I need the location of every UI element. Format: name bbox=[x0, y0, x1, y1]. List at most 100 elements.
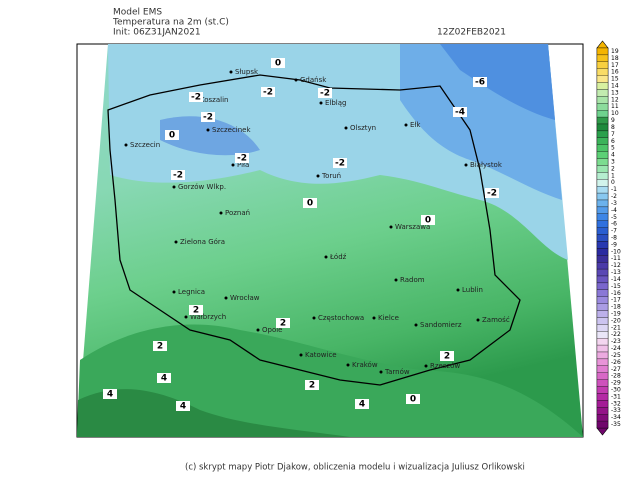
city-label: Wałbrzych bbox=[190, 313, 226, 321]
city-label: Słupsk bbox=[235, 68, 259, 76]
colorbar-swatch bbox=[596, 186, 609, 194]
city-label: Kraków bbox=[352, 361, 378, 369]
colorbar-label: -22 bbox=[611, 331, 621, 338]
contour-label: -2 bbox=[191, 93, 201, 103]
colorbar-swatch bbox=[596, 338, 609, 346]
valid-time: 12Z02FEB2021 bbox=[437, 28, 506, 38]
city-label: Zamość bbox=[482, 316, 510, 324]
contour-label-bg bbox=[421, 215, 435, 225]
colorbar-label: -11 bbox=[611, 255, 621, 262]
colorbar-bottom-arrow bbox=[596, 427, 609, 436]
contour-label-bg bbox=[153, 341, 167, 351]
city-label: Szczecin bbox=[130, 141, 160, 149]
colorbar-swatch bbox=[596, 324, 609, 332]
colorbar-label: -28 bbox=[611, 373, 621, 380]
colorbar-label: 19 bbox=[611, 48, 619, 55]
colorbar-label: -17 bbox=[611, 297, 621, 304]
colorbar-label: 16 bbox=[611, 69, 619, 76]
city-dot bbox=[344, 126, 348, 130]
colorbar-swatch bbox=[596, 151, 609, 159]
city-label: Tarnów bbox=[384, 368, 410, 376]
variable-title: Temperatura na 2m (st.C) bbox=[112, 18, 229, 28]
city-dot bbox=[229, 70, 233, 74]
colorbar-label: -8 bbox=[611, 235, 617, 242]
contour-label: 2 bbox=[280, 319, 286, 329]
contour-label-bg bbox=[406, 394, 420, 404]
colorbar-swatch bbox=[596, 303, 609, 311]
contour-label: -2 bbox=[173, 171, 183, 181]
colorbar-label: 10 bbox=[611, 110, 619, 117]
colorbar-swatch bbox=[596, 310, 609, 318]
colorbar-label: -10 bbox=[611, 248, 621, 255]
colorbar-label: -20 bbox=[611, 317, 621, 324]
colorbar-label: -14 bbox=[611, 276, 621, 283]
colorbar-label: -5 bbox=[611, 214, 617, 221]
colorbar-label: 4 bbox=[611, 152, 615, 159]
colorbar-swatch bbox=[596, 400, 609, 408]
colorbar-swatch bbox=[596, 227, 609, 235]
colorbar-swatch bbox=[596, 123, 609, 132]
contour-label-bg bbox=[103, 389, 117, 399]
city-label: Katowice bbox=[305, 351, 337, 359]
colorbar-label: -3 bbox=[611, 200, 617, 207]
contour-label-bg bbox=[303, 198, 317, 208]
colorbar-label: 5 bbox=[611, 145, 615, 152]
colorbar-swatch bbox=[596, 179, 609, 187]
contour-label-bg bbox=[157, 373, 171, 383]
colorbar-label: 15 bbox=[611, 76, 619, 83]
colorbar-swatch bbox=[596, 331, 609, 339]
colorbar-label: -26 bbox=[611, 359, 621, 366]
colorbar-label: -23 bbox=[611, 338, 621, 345]
colorbar-label: 12 bbox=[611, 96, 619, 103]
contour-label-bg bbox=[473, 77, 487, 87]
contour-label: 2 bbox=[309, 381, 315, 391]
contour-label-bg bbox=[271, 58, 285, 68]
city-dot bbox=[372, 316, 376, 320]
city-dot bbox=[224, 296, 228, 300]
city-label: Warszawa bbox=[395, 223, 430, 231]
city-label: Rzeszów bbox=[430, 362, 460, 370]
cold-area bbox=[160, 116, 260, 156]
colorbar-label: -7 bbox=[611, 228, 617, 235]
colorbar-swatch bbox=[596, 213, 609, 221]
city-dot bbox=[231, 163, 235, 167]
city-dot bbox=[172, 185, 176, 189]
contour-label-bg bbox=[261, 87, 275, 97]
colorbar-swatch bbox=[596, 103, 609, 111]
colorbar-swatch bbox=[596, 220, 609, 228]
city-label: Elbląg bbox=[325, 99, 347, 107]
city-label: Lublin bbox=[462, 286, 483, 294]
colorbar-label: -27 bbox=[611, 366, 621, 373]
city-dot bbox=[316, 174, 320, 178]
colorbar-swatch bbox=[596, 317, 609, 325]
colorbar-label: -30 bbox=[611, 387, 621, 394]
city-label: Toruń bbox=[321, 172, 341, 180]
colorbar-swatch bbox=[596, 82, 609, 90]
contour-label-bg bbox=[355, 399, 369, 409]
colorbar-swatch bbox=[596, 96, 609, 104]
city-dot bbox=[379, 370, 383, 374]
colorbar-swatch bbox=[596, 420, 609, 429]
city-label: Gdańsk bbox=[300, 76, 327, 84]
colorbar-swatch bbox=[596, 61, 609, 69]
colorbar-swatch bbox=[596, 275, 609, 284]
colorbar-swatch bbox=[596, 241, 609, 249]
colorbar-label: 7 bbox=[611, 131, 615, 138]
colorbar-label: 11 bbox=[611, 103, 619, 110]
colorbar-swatch bbox=[596, 144, 609, 152]
contour-label: 2 bbox=[157, 342, 163, 352]
colorbar-swatch bbox=[596, 130, 609, 138]
contour-label-bg bbox=[453, 107, 467, 117]
colorbar-label: -19 bbox=[611, 311, 621, 318]
colorbar-swatch bbox=[596, 296, 609, 304]
colorbar-swatch bbox=[596, 386, 609, 394]
colorbar-swatch bbox=[596, 137, 609, 145]
city-dot bbox=[184, 315, 188, 319]
colorbar-label: -35 bbox=[611, 421, 621, 428]
colorbar-swatch bbox=[596, 165, 609, 173]
city-dot bbox=[414, 323, 418, 327]
colorbar-swatch bbox=[596, 289, 609, 297]
colorbar-label: -18 bbox=[611, 304, 621, 311]
city-label: Piła bbox=[237, 161, 249, 169]
